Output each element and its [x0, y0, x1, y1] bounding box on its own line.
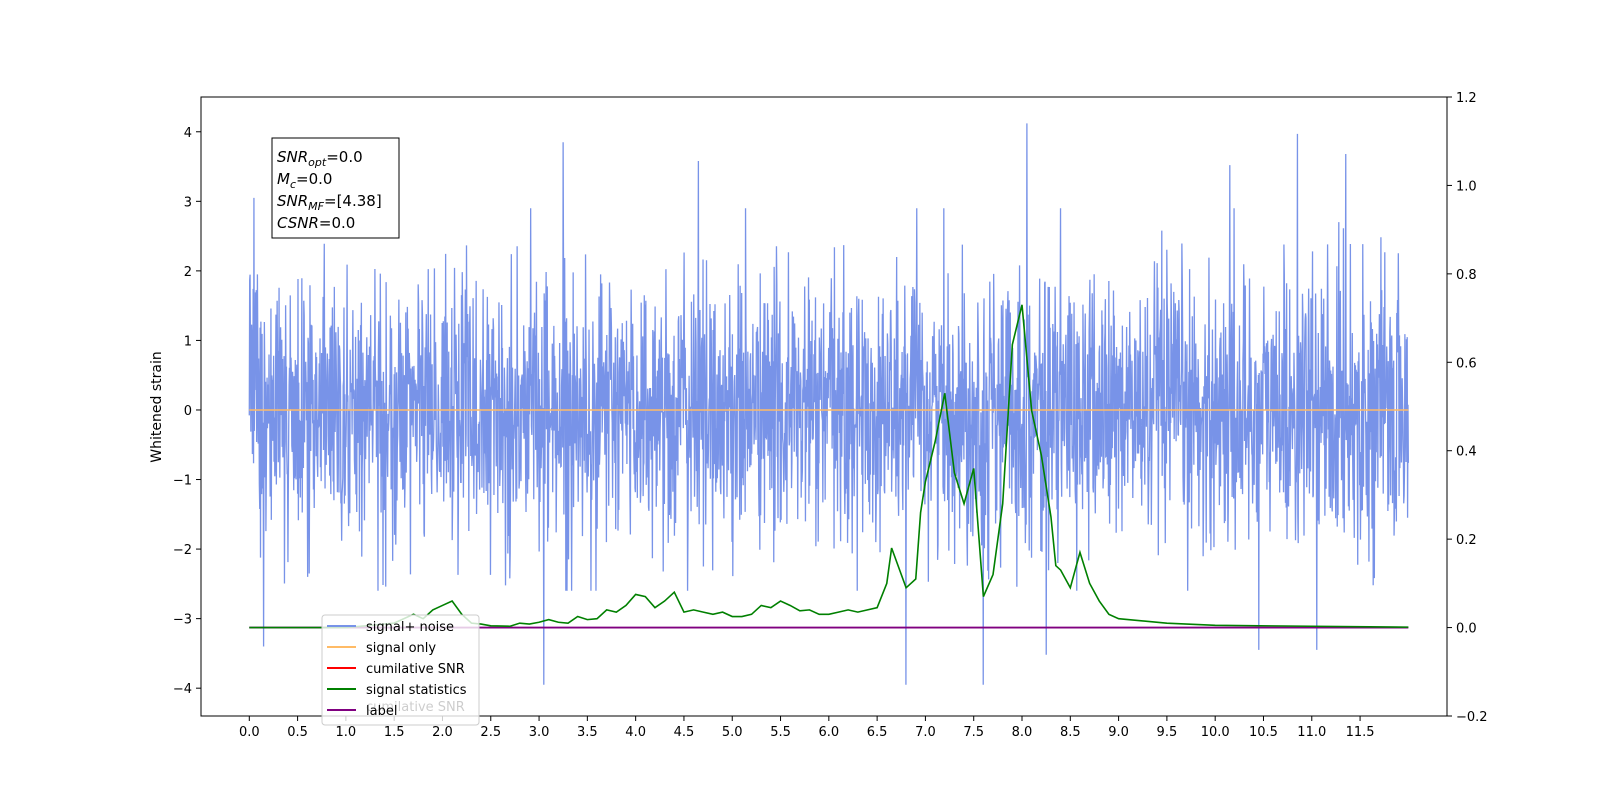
y-tick-label: 4	[184, 126, 192, 141]
x-tick-label: 0.0	[239, 725, 260, 740]
y-tick-label: 3	[184, 195, 192, 210]
x-tick-label: 7.0	[915, 725, 936, 740]
info-box-frame	[271, 137, 400, 239]
legend-entry: signal+ noise	[366, 620, 454, 635]
x-tick-label: 2.0	[432, 725, 453, 740]
y2-tick-label: 0.4	[1456, 445, 1477, 460]
plot-frame	[200, 96, 1448, 717]
x-tick-label: 8.5	[1060, 725, 1081, 740]
x-axis: 0.0 0.5 1.0 1.5 2.0 2.5 3.0 3.5 4.0 4.5 5.0 5.5 6.0 6…	[239, 716, 1375, 740]
y-tick-label: −1	[173, 474, 192, 489]
info-line: Mc=0.0	[277, 170, 332, 191]
series-signal-noise	[248, 123, 1410, 685]
x-tick-label: 6.0	[818, 725, 839, 740]
y-tick-label: 0	[184, 404, 192, 419]
x-tick-label: 1.5	[384, 725, 405, 740]
info-line: SNRopt=0.0	[277, 148, 363, 169]
x-tick-label: 2.5	[480, 725, 501, 740]
x-tick-label: 3.0	[529, 725, 550, 740]
y2-tick-label: 1.0	[1456, 179, 1477, 194]
x-tick-label: 9.0	[1108, 725, 1129, 740]
x-tick-label: 7.5	[963, 725, 984, 740]
legend-entry: label	[366, 704, 397, 719]
x-tick-label: 5.5	[770, 725, 791, 740]
x-tick-label: 0.5	[287, 725, 308, 740]
x-tick-label: 4.0	[625, 725, 646, 740]
legend-frame	[321, 614, 480, 726]
y2-tick-label: 0.0	[1456, 622, 1477, 637]
info-line: SNRMF=[4.38]	[277, 192, 382, 213]
x-tick-label: 6.5	[867, 725, 888, 740]
y-tick-label: 1	[184, 334, 192, 349]
x-tick-label: 8.0	[1012, 725, 1033, 740]
x-tick-label: 3.5	[577, 725, 598, 740]
series-signal-statistics	[249, 304, 1409, 629]
y-tick-label: 2	[184, 265, 192, 280]
x-tick-label: 11.0	[1297, 725, 1326, 740]
x-tick-label: 10.5	[1249, 725, 1278, 740]
x-tick-label: 1.0	[336, 725, 357, 740]
y-axis-left: −4 −3 −2 −1 0 1 2 3 4	[173, 126, 201, 697]
y2-tick-label: 0.2	[1456, 533, 1477, 548]
x-tick-label: 10.0	[1201, 725, 1230, 740]
x-tick-label: 11.5	[1346, 725, 1375, 740]
legend-entry: signal only	[366, 641, 436, 656]
y2-tick-label: 0.6	[1456, 356, 1477, 371]
y-axis-label: Whitened strain	[149, 351, 165, 462]
y-tick-label: −2	[173, 543, 192, 558]
x-tick-label: 5.0	[722, 725, 743, 740]
x-tick-label: 4.5	[674, 725, 695, 740]
y-axis-right: −0.2 0.0 0.2 0.4 0.6 0.8 1.0 1.2	[1447, 91, 1488, 725]
y-tick-label: −4	[173, 682, 192, 697]
info-line: CSNR=0.0	[277, 214, 355, 232]
plot-area	[248, 123, 1410, 685]
y2-tick-label: 0.8	[1456, 268, 1477, 283]
legend-entry: signal statistics	[366, 683, 467, 698]
x-tick-label: 9.5	[1157, 725, 1178, 740]
legend-entry: cumilative SNR	[366, 662, 465, 677]
y2-tick-label: 1.2	[1456, 91, 1477, 106]
y2-tick-label: −0.2	[1456, 710, 1488, 725]
y-tick-label: −3	[173, 613, 192, 628]
